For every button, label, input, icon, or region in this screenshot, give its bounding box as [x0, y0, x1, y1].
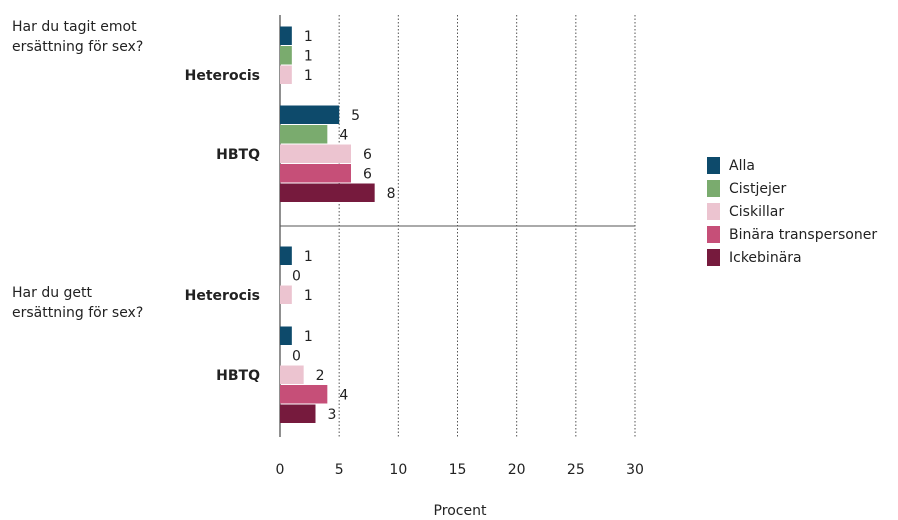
bar: [280, 326, 292, 345]
x-tick-label: 0: [276, 462, 285, 478]
legend-label: Binära transpersoner: [729, 226, 878, 243]
x-tick-label: 5: [335, 462, 344, 478]
legend: Alla Cistjejer Ciskillar Binära transper…: [707, 154, 877, 269]
x-tick-label: 30: [626, 462, 644, 478]
bar: [280, 365, 304, 384]
x-tick-label: 10: [389, 462, 407, 478]
bar: [280, 105, 340, 124]
legend-label: Cistjejer: [729, 180, 787, 197]
group-label: HBTQ: [216, 368, 260, 384]
legend-item-ickebinara: Ickebinära: [707, 246, 877, 269]
legend-swatch: [707, 203, 720, 220]
legend-swatch: [707, 157, 720, 174]
bar: [280, 125, 328, 144]
x-tick-label: 25: [567, 462, 585, 478]
data-label: 0: [292, 268, 301, 284]
bar: [280, 144, 351, 163]
data-label: 4: [339, 387, 348, 403]
legend-label: Ickebinära: [729, 249, 802, 266]
bar: [280, 246, 292, 265]
legend-swatch: [707, 249, 720, 266]
data-label: 2: [316, 368, 325, 384]
question-label-given: Har du gett ersättning för sex?: [12, 285, 144, 321]
bar: [280, 164, 351, 183]
bar: [280, 385, 328, 404]
x-tick-label: 15: [449, 462, 467, 478]
data-label: 1: [304, 29, 313, 45]
legend-swatch: [707, 226, 720, 243]
legend-item-alla: Alla: [707, 154, 877, 177]
data-label: 1: [304, 329, 313, 345]
legend-item-binara-transpersoner: Binära transpersoner: [707, 223, 877, 246]
bar: [280, 285, 292, 304]
data-label: 3: [328, 407, 337, 423]
group-label: HBTQ: [216, 147, 260, 163]
data-label: 1: [304, 48, 313, 64]
legend-item-cistjejer: Cistjejer: [707, 177, 877, 200]
bar: [280, 26, 292, 45]
legend-label: Ciskillar: [729, 203, 785, 220]
data-label: 1: [304, 249, 313, 265]
legend-label: Alla: [729, 157, 755, 174]
x-axis-label: Procent: [433, 503, 487, 519]
bar: [280, 46, 292, 65]
x-tick-label: 20: [508, 462, 526, 478]
data-label: 1: [304, 288, 313, 304]
data-label: 0: [292, 348, 301, 364]
data-label: 6: [363, 147, 372, 163]
question-label-received: Har du tagit emot ersättning för sex?: [12, 19, 144, 55]
legend-swatch: [707, 180, 720, 197]
data-label: 1: [304, 68, 313, 84]
data-label: 8: [387, 186, 396, 202]
bar: [280, 183, 375, 202]
group-label: Heterocis: [185, 288, 260, 304]
data-label: 5: [351, 108, 360, 124]
group-label: Heterocis: [185, 68, 260, 84]
data-label: 6: [363, 166, 372, 182]
bar: [280, 404, 316, 423]
data-label: 4: [339, 127, 348, 143]
bar: [280, 65, 292, 84]
legend-item-ciskillar: Ciskillar: [707, 200, 877, 223]
